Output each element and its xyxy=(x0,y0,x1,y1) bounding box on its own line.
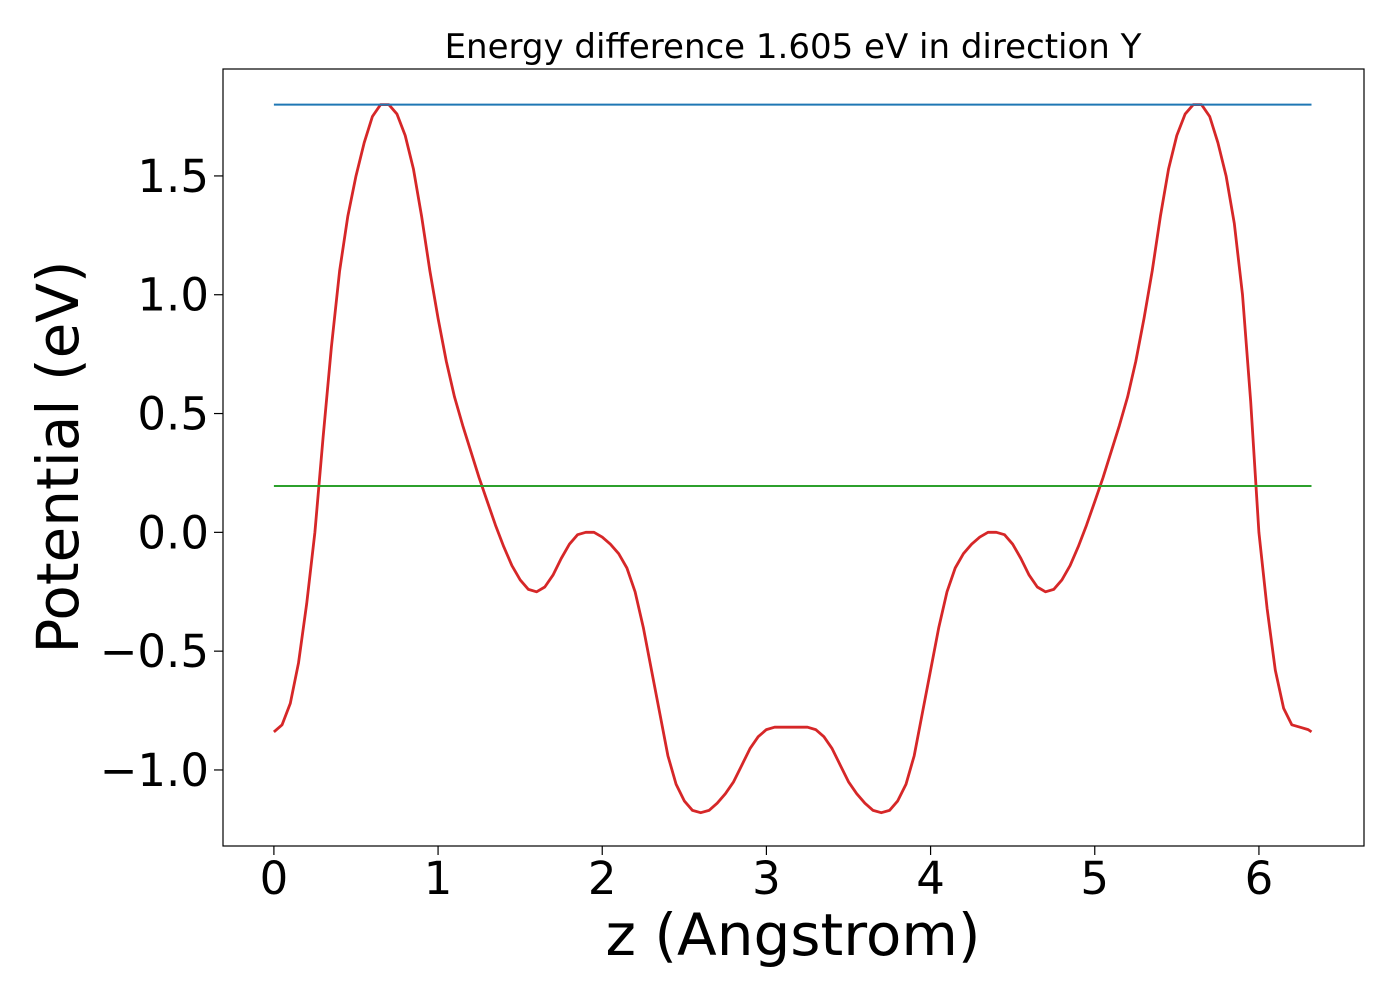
y-tick-label: 0.5 xyxy=(137,388,209,441)
plot-area xyxy=(222,68,1365,847)
x-tick-label: 5 xyxy=(1080,852,1109,905)
x-tick-label: 2 xyxy=(588,852,617,905)
y-axis: −1.0 −0.5 0.0 0.5 1.0 1.5 xyxy=(100,150,223,797)
x-tick-label: 1 xyxy=(424,852,453,905)
x-axis-label: z (Angstrom) xyxy=(606,901,981,969)
x-axis: 0 1 2 3 4 5 6 xyxy=(260,846,1274,905)
y-tick-label: −0.5 xyxy=(100,625,209,678)
plot-frame xyxy=(222,68,1365,847)
series-layer xyxy=(272,103,1313,815)
y-tick-label: 1.0 xyxy=(137,269,209,322)
y-tick-label: 0.0 xyxy=(137,506,209,559)
chart-title: Energy difference 1.605 eV in direction … xyxy=(445,27,1142,67)
y-axis-label: Potential (eV) xyxy=(24,260,92,653)
y-tick-label: −1.0 xyxy=(100,744,209,797)
potential-line xyxy=(272,103,1313,815)
x-tick-label: 0 xyxy=(260,852,289,905)
x-tick-label: 6 xyxy=(1245,852,1274,905)
x-tick-label: 3 xyxy=(752,852,781,905)
y-tick-label: 1.5 xyxy=(137,150,209,203)
x-tick-label: 4 xyxy=(916,852,945,905)
